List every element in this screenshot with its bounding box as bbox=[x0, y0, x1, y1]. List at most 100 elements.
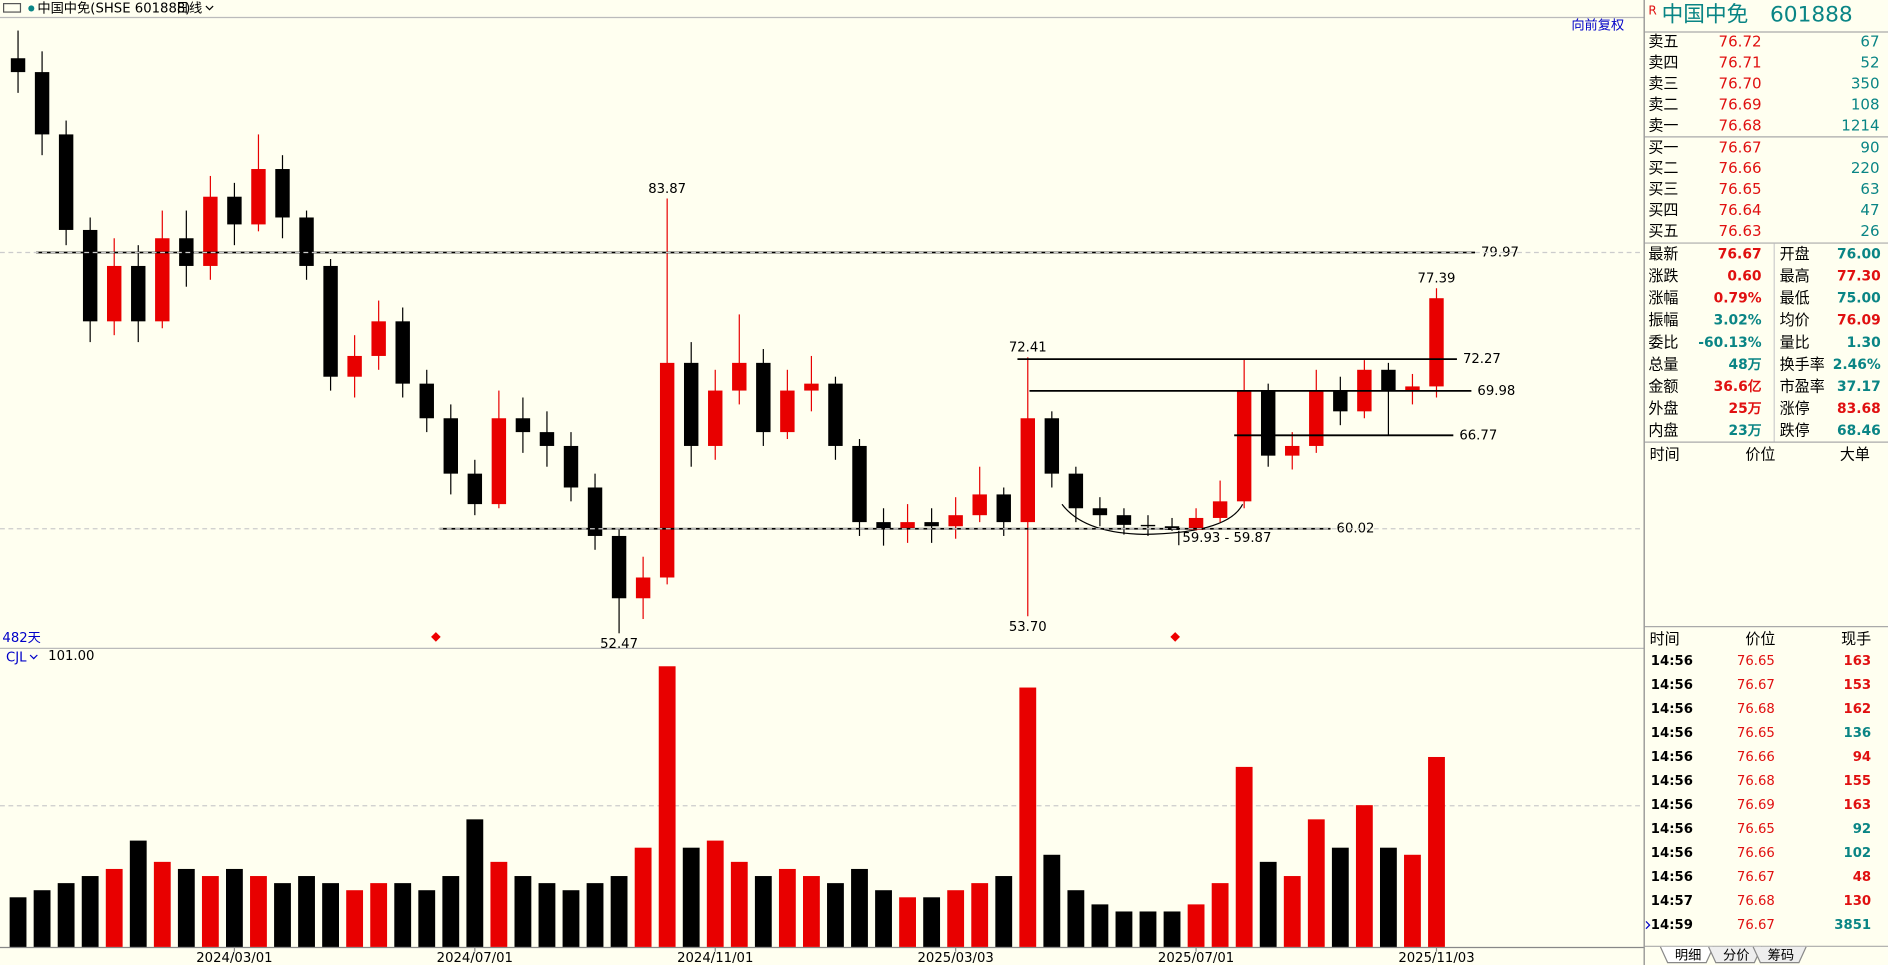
volume-bar bbox=[105, 868, 123, 947]
stat-value: 77.30 bbox=[1837, 269, 1881, 285]
volume-bar bbox=[682, 847, 700, 947]
candle-body bbox=[82, 229, 98, 322]
stat-value: 0.79% bbox=[1714, 291, 1762, 307]
candle-body bbox=[1333, 390, 1348, 412]
volume-bar bbox=[346, 890, 364, 947]
candle-body bbox=[1188, 517, 1204, 531]
stat-value: 1.30 bbox=[1847, 335, 1881, 351]
candle-body bbox=[563, 445, 579, 488]
book-volume: 63 bbox=[1860, 180, 1879, 198]
book-volume: 26 bbox=[1860, 222, 1879, 240]
volume-bar bbox=[57, 883, 75, 947]
volume-bar bbox=[610, 876, 628, 947]
volume-bar bbox=[370, 883, 388, 947]
candle-body bbox=[131, 265, 146, 322]
tab-label[interactable]: 明细 bbox=[1675, 947, 1701, 963]
stat-label: 总量 bbox=[1648, 355, 1678, 373]
volume-bar bbox=[322, 883, 339, 947]
candle-body bbox=[106, 265, 122, 322]
stock-title: 中国中免(SHSE 601888) bbox=[37, 0, 190, 16]
trade-price: 76.66 bbox=[1737, 750, 1775, 765]
volume-bar bbox=[1043, 854, 1061, 947]
book-label: 卖三 bbox=[1648, 75, 1678, 93]
volume-bar bbox=[995, 876, 1013, 947]
volume-bar bbox=[1115, 911, 1133, 947]
book-volume: 1214 bbox=[1841, 117, 1879, 135]
tab-label[interactable]: 筹码 bbox=[1768, 946, 1794, 963]
stat-value: 36.6亿 bbox=[1714, 378, 1762, 395]
volume-bar bbox=[1211, 883, 1229, 947]
volume-bar bbox=[9, 897, 27, 947]
stock-code: 601888 bbox=[1770, 3, 1853, 28]
indicator-value: 101.00 bbox=[48, 649, 94, 664]
volume-bar bbox=[442, 876, 460, 947]
trade-price: 76.66 bbox=[1737, 846, 1775, 861]
volume-bar bbox=[1404, 854, 1421, 947]
volume-bar bbox=[514, 876, 532, 947]
volume-bar bbox=[586, 883, 604, 947]
book-volume: 52 bbox=[1860, 54, 1879, 72]
stat-value: 76.00 bbox=[1837, 247, 1881, 263]
indicator-name[interactable]: CJL bbox=[6, 650, 27, 665]
trade-volume: 48 bbox=[1853, 870, 1871, 885]
status-dot bbox=[28, 5, 35, 12]
volume-bar bbox=[706, 840, 724, 947]
volume-bar bbox=[754, 876, 772, 947]
toolbar-icon[interactable] bbox=[3, 3, 22, 13]
stat-value: 25万 bbox=[1728, 401, 1761, 417]
volume-bar bbox=[1019, 687, 1037, 947]
trade-time: 14:56 bbox=[1651, 870, 1693, 885]
flag: R bbox=[1648, 3, 1657, 17]
x-tick-label: 2024/03/01 bbox=[196, 951, 272, 965]
trade-time: 14:56 bbox=[1651, 726, 1693, 741]
candle-body bbox=[635, 577, 651, 599]
volume-bar bbox=[129, 840, 147, 947]
stat-value: 3.02% bbox=[1714, 313, 1762, 329]
stat-label: 开盘 bbox=[1780, 245, 1810, 263]
tab-label[interactable]: 分价 bbox=[1723, 947, 1749, 963]
trade-volume: 130 bbox=[1843, 894, 1871, 909]
stat-value: 83.68 bbox=[1837, 401, 1881, 417]
chart: 2024/03/01 2024/07/01 2024/11/01 2025/03/03… bbox=[0, 30, 1644, 965]
volume-bar bbox=[274, 883, 291, 947]
tab[interactable] bbox=[1752, 946, 1807, 964]
book-volume: 350 bbox=[1851, 75, 1880, 93]
trade-price: 76.68 bbox=[1737, 894, 1775, 909]
tab[interactable] bbox=[1659, 946, 1714, 964]
candle-body bbox=[1212, 501, 1228, 518]
book-label: 买四 bbox=[1648, 201, 1678, 219]
book-price: 76.63 bbox=[1719, 222, 1762, 240]
candle-body bbox=[852, 445, 867, 523]
candle-body bbox=[972, 494, 987, 516]
book-price: 76.69 bbox=[1719, 96, 1762, 114]
trade-volume: 3851 bbox=[1834, 918, 1871, 933]
trade-price: 76.67 bbox=[1737, 870, 1775, 885]
stat-value: 37.17 bbox=[1837, 379, 1881, 395]
book-volume: 90 bbox=[1860, 138, 1879, 156]
book-volume: 47 bbox=[1860, 201, 1879, 219]
stat-label: 最低 bbox=[1780, 289, 1810, 307]
volume-bar bbox=[1283, 876, 1301, 947]
volume-bar bbox=[538, 883, 556, 947]
adjust-mode[interactable]: 向前复权 bbox=[1571, 16, 1624, 33]
trade-time: 14:56 bbox=[1651, 798, 1693, 813]
candle-body bbox=[58, 134, 74, 230]
trades-header: 现手 bbox=[1841, 630, 1871, 648]
volume-bar bbox=[298, 876, 315, 947]
volume-bar bbox=[33, 890, 51, 947]
trades-header: 时间 bbox=[1650, 630, 1680, 648]
book-label: 买一 bbox=[1648, 138, 1678, 156]
big-order-header: 大单 bbox=[1840, 445, 1870, 463]
candle-body bbox=[1405, 386, 1420, 391]
volume-bar bbox=[226, 868, 243, 947]
period-selector[interactable]: 日线 bbox=[176, 0, 202, 16]
volume-bar bbox=[250, 876, 267, 947]
candle-body bbox=[299, 217, 314, 266]
candle-body bbox=[10, 58, 26, 73]
candle-body bbox=[611, 535, 627, 599]
candle-body bbox=[876, 522, 891, 530]
candle-body bbox=[1044, 418, 1060, 474]
price-label: 77.39 bbox=[1418, 272, 1456, 287]
candle-body bbox=[1020, 418, 1035, 523]
